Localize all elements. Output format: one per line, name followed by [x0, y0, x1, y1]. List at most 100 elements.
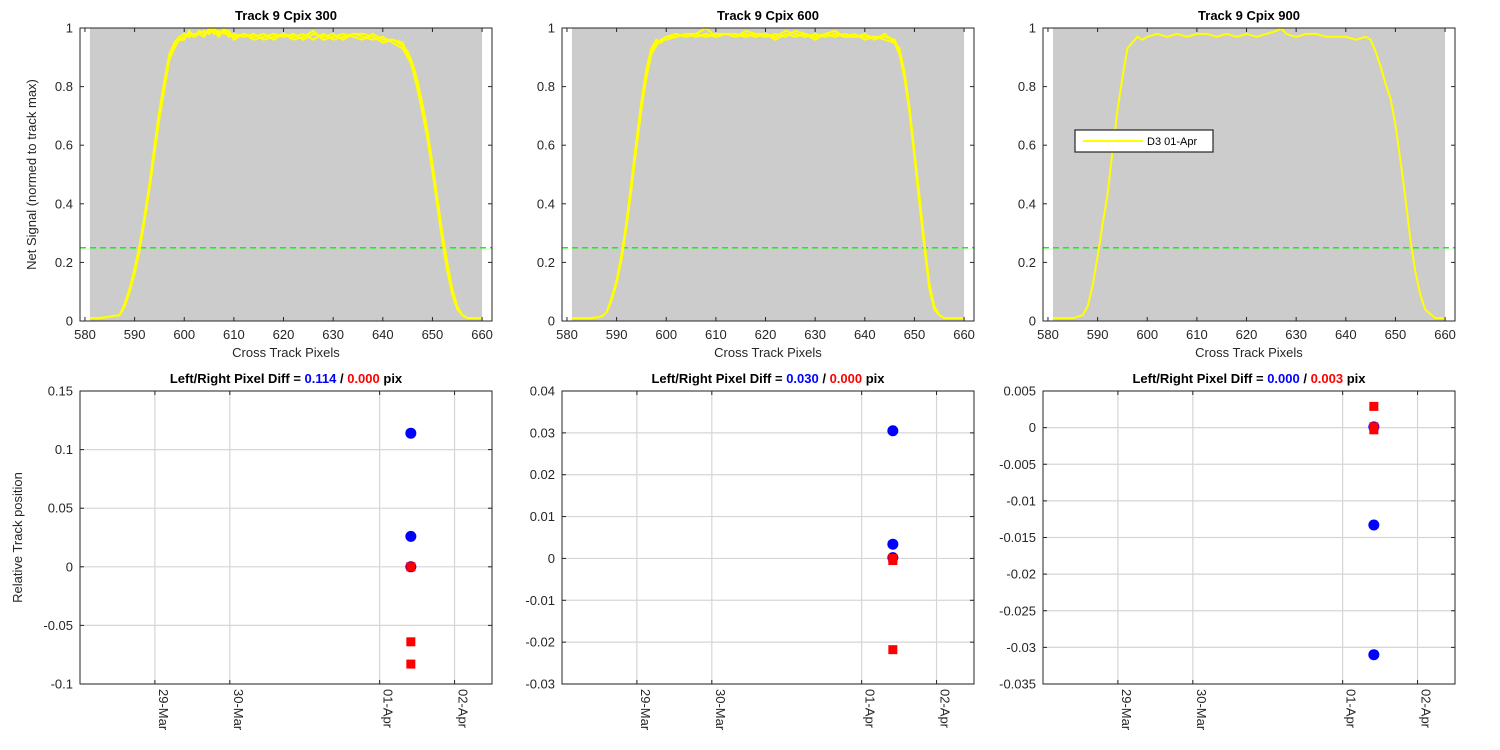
- chart-5: 29-Mar 30-Mar 01-Apr 02-Apr -0.03 -0.02 -0.01 0…: [525, 371, 975, 731]
- x-tick-label: 30-Mar: [231, 689, 246, 731]
- axes-frame: [561, 390, 975, 685]
- title-part: pix: [1343, 371, 1366, 386]
- x-tick-label: 600: [173, 327, 195, 342]
- y-tick-label: 0: [66, 559, 73, 574]
- y-tick-label: 0.6: [537, 138, 555, 153]
- title-part: /: [1300, 371, 1311, 386]
- axes-frame: [1042, 27, 1456, 322]
- x-tick-label: 01-Apr: [1344, 689, 1359, 729]
- legend-box: [1074, 129, 1214, 153]
- y-tick-label: 1: [548, 21, 555, 36]
- signal-shade: [571, 28, 965, 321]
- y-tick-label: -0.05: [43, 618, 73, 633]
- y-tick-label: -0.02: [525, 635, 555, 650]
- title-part: 0.000: [830, 371, 863, 386]
- x-tick-label: 580: [74, 327, 96, 342]
- title-part: 0.003: [1311, 371, 1344, 386]
- x-tick-label: 610: [1186, 327, 1208, 342]
- plot-area: [80, 391, 492, 684]
- right-diff-point: [888, 645, 898, 655]
- title-part: Left/Right Pixel Diff =: [651, 371, 786, 386]
- y-axis-label: Relative Track position: [10, 472, 25, 603]
- y-tick-label: -0.1: [51, 677, 73, 692]
- left-diff-point: [1368, 649, 1380, 661]
- title-part: 0.114: [305, 371, 338, 386]
- plot-area: [562, 391, 974, 684]
- x-tick-label: 610: [705, 327, 727, 342]
- title-part: 0.000: [1267, 371, 1300, 386]
- y-tick-label: 0.4: [1018, 196, 1036, 211]
- x-tick-label: 29-Mar: [156, 689, 171, 731]
- y-tick-label: 0: [548, 551, 555, 566]
- title-part: Left/Right Pixel Diff =: [170, 371, 305, 386]
- title-part: pix: [862, 371, 885, 386]
- left-diff-point: [405, 427, 417, 439]
- x-axis-label: Cross Track Pixels: [232, 345, 340, 360]
- left-diff-point: [1368, 519, 1380, 531]
- x-tick-label: 610: [223, 327, 245, 342]
- right-diff-point: [1369, 425, 1379, 435]
- x-axis-label: Cross Track Pixels: [714, 345, 822, 360]
- y-tick-label: 0.6: [1018, 138, 1036, 153]
- left-diff-point: [887, 425, 899, 437]
- legend: D3 01-Apr: [1074, 129, 1214, 153]
- y-tick-label: -0.015: [999, 530, 1036, 545]
- y-tick-label: 0.05: [48, 501, 73, 516]
- x-tick-label: 660: [1434, 327, 1456, 342]
- signal-series-3: [571, 26, 965, 320]
- title-part: Left/Right Pixel Diff =: [1132, 371, 1267, 386]
- y-tick-label: 0.02: [530, 467, 555, 482]
- signal-series-1: [1052, 26, 1446, 320]
- x-tick-label: 580: [556, 327, 578, 342]
- chart-3: 580 590 600 610 620 630 640 650 660 0 0.2 0.4 0.6 0.8…: [1018, 8, 1456, 360]
- x-tick-label: 620: [755, 327, 777, 342]
- x-tick-label: 600: [1136, 327, 1158, 342]
- x-tick-label: 590: [606, 327, 628, 342]
- y-tick-label: 0.4: [55, 196, 73, 211]
- x-tick-label: 02-Apr: [938, 689, 953, 729]
- y-tick-label: -0.03: [1006, 640, 1036, 655]
- y-tick-label: -0.03: [525, 677, 555, 692]
- y-tick-label: 0.15: [48, 384, 73, 399]
- x-tick-label: 620: [1236, 327, 1258, 342]
- x-tick-label: 30-Mar: [713, 689, 728, 731]
- y-tick-label: -0.025: [999, 603, 1036, 618]
- y-axis-label: Net Signal (normed to track max): [24, 79, 39, 270]
- chart-title: Left/Right Pixel Diff = 0.000 / 0.003 pi…: [1132, 371, 1366, 386]
- signal-series-3: [89, 26, 483, 320]
- x-tick-label: 650: [1385, 327, 1407, 342]
- chart-title: Left/Right Pixel Diff = 0.030 / 0.000 pi…: [651, 371, 885, 386]
- y-tick-label: -0.01: [1006, 493, 1036, 508]
- chart-4: 29-Mar 30-Mar 01-Apr 02-Apr -0.1 -0.05 0 0.05 0.…: [10, 371, 493, 731]
- y-tick-label: 0.2: [55, 255, 73, 270]
- chart-title: Track 9 Cpix 600: [717, 8, 819, 23]
- x-tick-label: 660: [953, 327, 975, 342]
- chart-1: 580 590 600 610 620 630 640 650 660 0 0.2 0.4 0.6 0.8…: [24, 8, 493, 360]
- y-tick-label: 0.8: [537, 79, 555, 94]
- axes-frame: [79, 27, 493, 322]
- axes-frame: [561, 27, 975, 322]
- y-tick-label: 0.03: [530, 425, 555, 440]
- x-tick-label: 650: [904, 327, 926, 342]
- y-tick-label: 0.4: [537, 196, 555, 211]
- chart-title: Track 9 Cpix 900: [1198, 8, 1300, 23]
- y-tick-label: 1: [66, 21, 73, 36]
- y-tick-label: 0.01: [530, 509, 555, 524]
- y-tick-label: 0: [548, 314, 555, 329]
- chart-title: Track 9 Cpix 300: [235, 8, 337, 23]
- x-tick-label: 630: [804, 327, 826, 342]
- x-tick-label: 590: [1087, 327, 1109, 342]
- y-tick-label: 0.2: [1018, 255, 1036, 270]
- y-tick-label: 0.04: [530, 384, 555, 399]
- y-tick-label: 0.6: [55, 138, 73, 153]
- x-axis-label: Cross Track Pixels: [1195, 345, 1303, 360]
- chart-title: Left/Right Pixel Diff = 0.114 / 0.000 pi…: [170, 371, 403, 386]
- x-tick-label: 29-Mar: [1119, 689, 1134, 731]
- title-part: /: [336, 371, 347, 386]
- signal-series-2: [89, 26, 483, 320]
- x-tick-label: 590: [124, 327, 146, 342]
- x-tick-label: 01-Apr: [863, 689, 878, 729]
- y-tick-label: 0: [1029, 314, 1036, 329]
- left-diff-point: [405, 530, 417, 542]
- x-tick-label: 640: [372, 327, 394, 342]
